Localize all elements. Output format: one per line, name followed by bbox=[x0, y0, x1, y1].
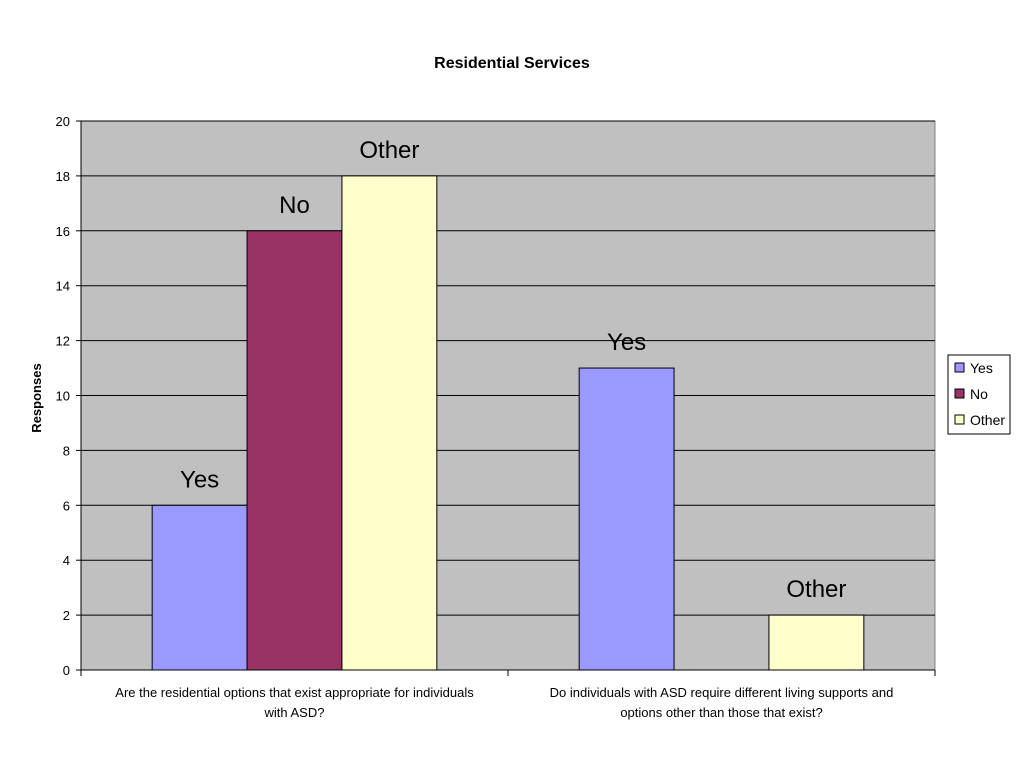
data-label: Yes bbox=[180, 466, 219, 493]
data-label: Other bbox=[359, 137, 419, 164]
x-tick-label: Do individuals with ASD require differen… bbox=[550, 685, 894, 720]
y-tick-label: 14 bbox=[56, 279, 70, 294]
legend-swatch bbox=[954, 414, 965, 425]
y-tick-label: 2 bbox=[63, 608, 70, 623]
data-labels: Yes No Other Yes Other bbox=[180, 137, 846, 603]
y-tick-label: 18 bbox=[56, 169, 70, 184]
y-tick-label: 16 bbox=[56, 224, 70, 239]
bar-yes bbox=[151, 504, 248, 671]
data-label: Yes bbox=[607, 329, 646, 356]
legend: Yes No Other bbox=[947, 354, 1011, 435]
y-tick-label: 10 bbox=[56, 389, 70, 404]
y-tick-label: 4 bbox=[63, 553, 70, 568]
y-tick-label: 8 bbox=[63, 443, 70, 458]
y-axis-label: Responses bbox=[29, 363, 44, 432]
y-tick-label: 0 bbox=[63, 663, 70, 678]
legend-label: Yes bbox=[970, 360, 993, 376]
y-axis: 0 2 4 6 8 10 12 14 16 18 20 bbox=[56, 114, 82, 678]
legend-label: No bbox=[970, 386, 988, 402]
data-label: No bbox=[279, 192, 310, 219]
x-tick-label: Are the residential options that exist a… bbox=[115, 685, 474, 720]
legend-swatch bbox=[954, 388, 965, 399]
legend-swatch bbox=[954, 362, 965, 373]
bar-yes bbox=[578, 367, 675, 671]
chart-title: Residential Services bbox=[434, 55, 590, 72]
legend-label: Other bbox=[970, 412, 1005, 428]
data-label: Other bbox=[786, 576, 846, 603]
x-axis: Are the residential options that exist a… bbox=[80, 669, 936, 720]
bar-other bbox=[341, 175, 438, 671]
y-tick-label: 12 bbox=[56, 334, 70, 349]
bar-no bbox=[246, 230, 343, 671]
bar-other bbox=[768, 614, 865, 671]
y-tick-label: 6 bbox=[63, 498, 70, 513]
y-tick-label: 20 bbox=[56, 114, 70, 129]
